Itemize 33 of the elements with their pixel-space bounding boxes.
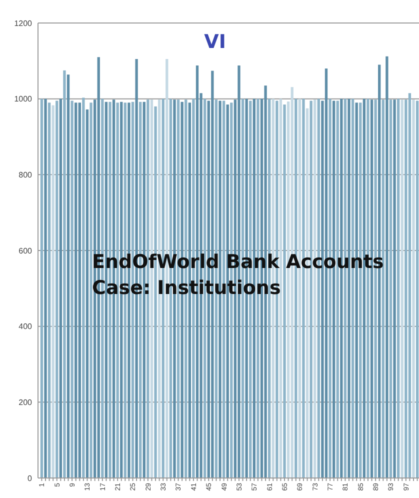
bar xyxy=(86,109,89,478)
bar xyxy=(400,100,404,478)
bar xyxy=(74,102,78,478)
bar xyxy=(63,70,66,478)
bar xyxy=(412,100,415,478)
bar xyxy=(82,98,85,478)
bar xyxy=(396,98,400,478)
bar xyxy=(386,56,388,478)
bar xyxy=(408,93,412,478)
y-tick-label: 1000 xyxy=(14,94,33,104)
bar xyxy=(59,98,62,478)
bar xyxy=(56,100,58,478)
bar xyxy=(382,100,384,478)
y-tick-label: 600 xyxy=(18,246,33,256)
bar xyxy=(416,100,419,478)
y-tick-label: 1200 xyxy=(14,18,33,28)
bar xyxy=(283,104,286,478)
bar xyxy=(40,98,44,478)
bar xyxy=(90,102,92,478)
bar xyxy=(393,100,396,478)
bar xyxy=(44,98,47,478)
bar xyxy=(70,100,74,478)
y-tick-label: 0 xyxy=(28,474,33,483)
chart-title: VI xyxy=(204,31,226,53)
bar xyxy=(52,105,54,478)
bar xyxy=(279,98,282,478)
bar xyxy=(389,100,392,478)
bar xyxy=(78,102,81,478)
y-tick-label: 400 xyxy=(18,322,33,332)
bar xyxy=(48,102,51,478)
y-tick-label: 200 xyxy=(18,398,33,407)
bar xyxy=(66,74,70,478)
y-tick-label: 800 xyxy=(18,170,33,180)
